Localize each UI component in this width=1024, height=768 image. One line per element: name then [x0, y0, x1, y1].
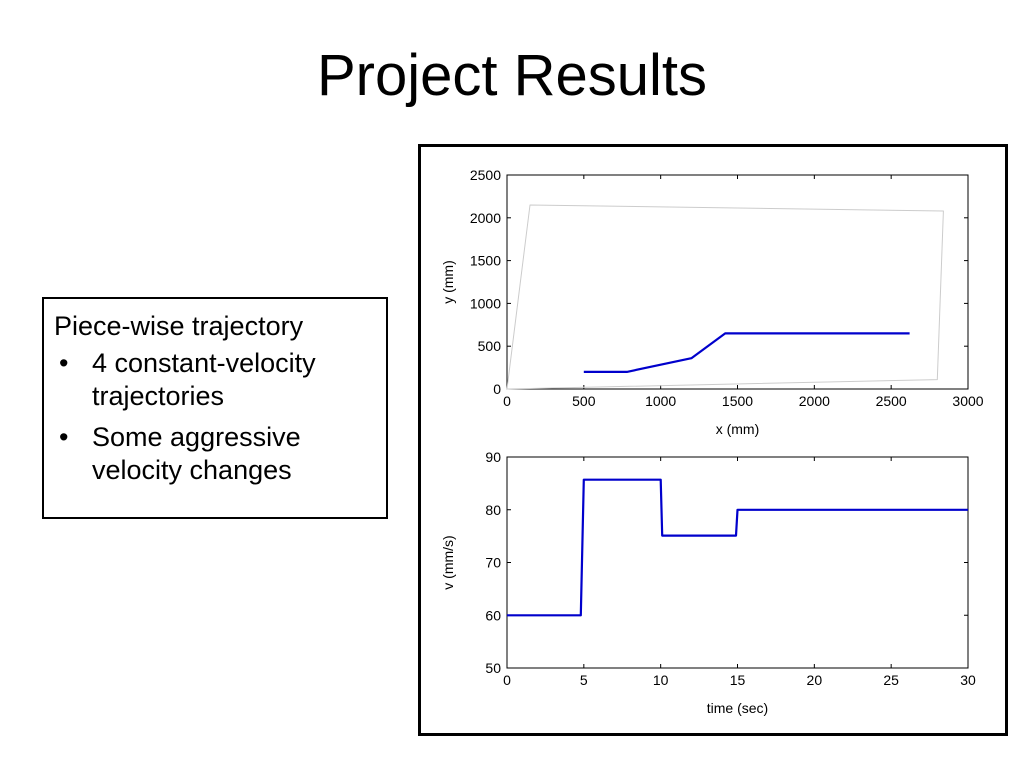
- chart2-y-tick-label: 90: [485, 449, 501, 465]
- bullet-icon: •: [59, 348, 69, 378]
- chart1-axes-box: [506, 174, 969, 390]
- slide-title: Project Results: [316, 43, 708, 108]
- chart2-axes-box: [506, 456, 969, 669]
- bullet-text: 4 constant-velocity trajectories: [92, 348, 316, 411]
- chart2-y-tick-label: 60: [485, 607, 501, 623]
- chart1-y-tick-label: 2000: [470, 210, 501, 226]
- bullet-item: • Some aggressive velocity changes: [54, 421, 376, 487]
- chart2-y-axis-label: v (mm/s): [440, 535, 456, 589]
- chart2-x-tick-label: 0: [503, 672, 511, 688]
- figure-svg: 0 500 1000 1500 2000 2500 30000500100015002000…: [440, 167, 984, 716]
- chart1-y-tick-label: 500: [478, 338, 502, 354]
- chart1-x-tick-label: 1500: [722, 393, 753, 409]
- chart1-y-tick-label: 2500: [470, 167, 501, 183]
- chart1-x-axis-label: x (mm): [716, 421, 760, 437]
- figure-frame: 0 500 1000 1500 2000 2500 3000 0 500 1000 1500 2000…: [418, 144, 1008, 736]
- chart1-x-tick-label: 1000: [645, 393, 676, 409]
- chart2-x-tick-label: 20: [807, 672, 823, 688]
- chart2-series-1-line: [507, 478, 968, 617]
- chart1-x-tick-label: 0: [503, 393, 511, 409]
- text-box-heading: Piece-wise trajectory: [54, 311, 304, 341]
- chart1-series-2-line: [506, 204, 944, 390]
- chart2-x-tick-label: 30: [960, 672, 976, 688]
- bullet-icon: •: [59, 422, 69, 452]
- chart1-x-tick-label: 3000: [952, 393, 983, 409]
- chart1-x-tick-label: 2500: [876, 393, 907, 409]
- chart2-y-tick-label: 70: [485, 555, 501, 571]
- chart1-x-tick-label: 2000: [799, 393, 830, 409]
- chart1-series-1-line: [583, 332, 910, 373]
- chart1-y-tick-label: 0: [493, 381, 501, 397]
- chart1-x-tick-label: 500: [572, 393, 596, 409]
- bullet-item: • 4 constant-velocity trajectories: [54, 347, 376, 413]
- chart2-y-tick-label: 80: [485, 502, 501, 518]
- chart2-x-tick-label: 25: [883, 672, 899, 688]
- chart2-x-tick-label: 10: [653, 672, 669, 688]
- chart1-y-tick-label: 1500: [470, 253, 501, 269]
- chart2-y-tick-label: 50: [485, 660, 501, 676]
- text-box: Piece-wise trajectory • 4 constant-veloc…: [42, 297, 388, 519]
- chart2-x-tick-label: 15: [730, 672, 746, 688]
- chart2-x-axis-label: time (sec): [707, 700, 768, 716]
- chart1-y-tick-label: 1000: [470, 295, 501, 311]
- chart2-x-tick-label: 5: [580, 672, 588, 688]
- chart1-y-axis-label: y (mm): [440, 260, 456, 304]
- bullet-list: • 4 constant-velocity trajectories • Som…: [54, 347, 376, 487]
- bullet-text: Some aggressive velocity changes: [92, 422, 301, 485]
